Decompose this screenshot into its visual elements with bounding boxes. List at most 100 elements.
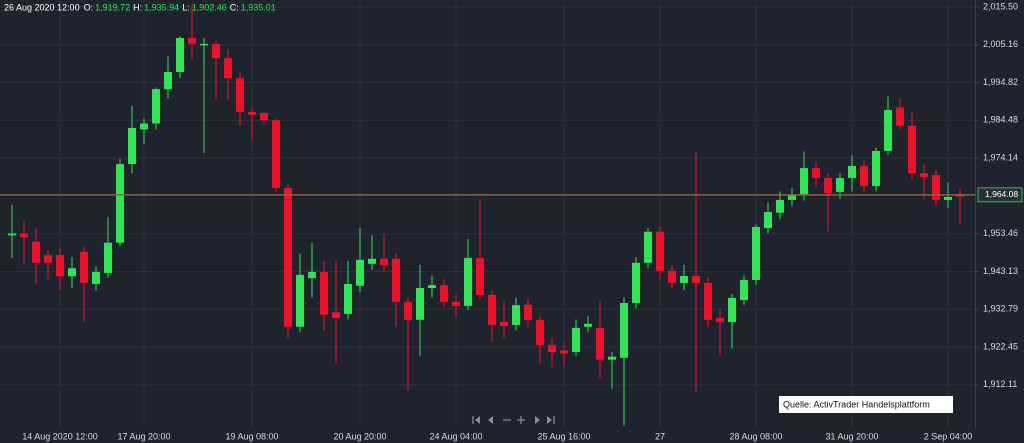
header-key: L: (182, 2, 190, 12)
y-tick-label: 2,015.50 (983, 1, 1018, 11)
x-tick-label: 24 Aug 04:00 (429, 431, 482, 441)
candle-body (152, 89, 160, 124)
candle-body (404, 301, 412, 320)
candle-body (908, 125, 916, 174)
candle-body (464, 258, 472, 306)
nav-forward[interactable] (535, 416, 540, 424)
candle-body (788, 194, 796, 200)
candle-body (716, 317, 724, 323)
header-value: 1,919.72 (95, 2, 130, 12)
candle-body (848, 165, 856, 178)
candle-body (524, 304, 532, 320)
candle-body (860, 165, 868, 187)
candle-body (452, 301, 460, 306)
header-value: 1,935.01 (241, 2, 276, 12)
candle-body (212, 43, 220, 59)
header-time: 26 Aug 2020 12:00 (4, 2, 80, 12)
candle-body (548, 345, 556, 352)
candle-body (692, 275, 700, 283)
candle-body (308, 271, 316, 279)
x-tick-label: 20 Aug 20:00 (333, 431, 386, 441)
candle-body (632, 262, 640, 303)
candle-body (596, 327, 604, 360)
candle-body (80, 251, 88, 283)
candle-body (620, 302, 628, 358)
y-tick-label: 1,994.82 (983, 77, 1018, 87)
y-tick-label: 1,932.79 (983, 304, 1018, 314)
candle-body (320, 271, 328, 315)
candle-body (560, 350, 568, 354)
candle-body (932, 175, 940, 200)
candle-body (704, 282, 712, 320)
x-tick-label: 25 Aug 16:00 (537, 431, 590, 441)
y-tick-label: 1,974.14 (983, 152, 1018, 162)
y-tick-label: 1,953.46 (983, 228, 1018, 238)
candle-body (32, 241, 40, 263)
candle-body (248, 111, 256, 115)
nav-first[interactable] (475, 416, 480, 424)
candle-body (116, 164, 124, 243)
candle-body (572, 327, 580, 352)
x-tick-label: 28 Aug 08:00 (729, 431, 782, 441)
x-tick-label: 31 Aug 20:00 (825, 431, 878, 441)
x-tick-label: 27 (655, 431, 665, 441)
candle-body (488, 294, 496, 325)
candle-body (44, 255, 52, 263)
candle-body (764, 211, 772, 229)
candle-body (680, 275, 688, 283)
source-note: Quelle: ActivTrader Handelsplattform (783, 399, 930, 409)
candle-body (140, 123, 148, 130)
candle-body (56, 255, 64, 277)
candle-body (260, 112, 268, 121)
candle-body (728, 297, 736, 323)
candle-body (656, 231, 664, 271)
y-tick-label: 1,984.48 (983, 115, 1018, 125)
candle-body (428, 285, 436, 289)
candle-body (644, 231, 652, 263)
candle-body (476, 258, 484, 295)
candle-body (332, 312, 340, 318)
candle-body (872, 150, 880, 187)
candle-body (164, 72, 172, 90)
candle-body (608, 356, 616, 360)
candle-body (416, 288, 424, 320)
candle-body (272, 120, 280, 188)
candle-body (368, 258, 376, 264)
candle-body (752, 226, 760, 280)
candle-body (668, 270, 676, 283)
candle-body (512, 305, 520, 325)
y-tick-label: 2,005.16 (983, 39, 1018, 49)
candle-body (884, 110, 892, 151)
header-key: C: (230, 2, 239, 12)
candle-body (356, 259, 364, 286)
y-tick-label: 1,943.13 (983, 266, 1018, 276)
header-key: O: (84, 2, 94, 12)
header-value: 1,902.46 (192, 2, 227, 12)
x-tick-label: 19 Aug 08:00 (225, 431, 278, 441)
candle-body (380, 258, 388, 265)
navigation-controls[interactable] (472, 416, 555, 424)
candle-body (812, 168, 820, 178)
candle-body (584, 323, 592, 327)
candle-body (20, 233, 28, 238)
candle-body (176, 38, 184, 73)
candle-body (824, 177, 832, 193)
candle-body (224, 58, 232, 79)
nav-back[interactable] (488, 416, 493, 424)
candle-body (284, 187, 292, 327)
x-tick-label: 14 Aug 2020 12:00 (22, 431, 98, 441)
candle-body (188, 38, 196, 44)
x-tick-label: 17 Aug 20:00 (117, 431, 170, 441)
candle-body (836, 177, 844, 192)
candle-body (896, 107, 904, 126)
y-tick-label: 1,912.11 (983, 379, 1017, 389)
source-box (779, 396, 953, 413)
candle-body (500, 322, 508, 327)
nav-last[interactable] (547, 416, 552, 424)
candle-body (776, 199, 784, 213)
candle-body (104, 242, 112, 274)
candle-body (200, 43, 208, 46)
header-value: 1,935.94 (144, 2, 179, 12)
